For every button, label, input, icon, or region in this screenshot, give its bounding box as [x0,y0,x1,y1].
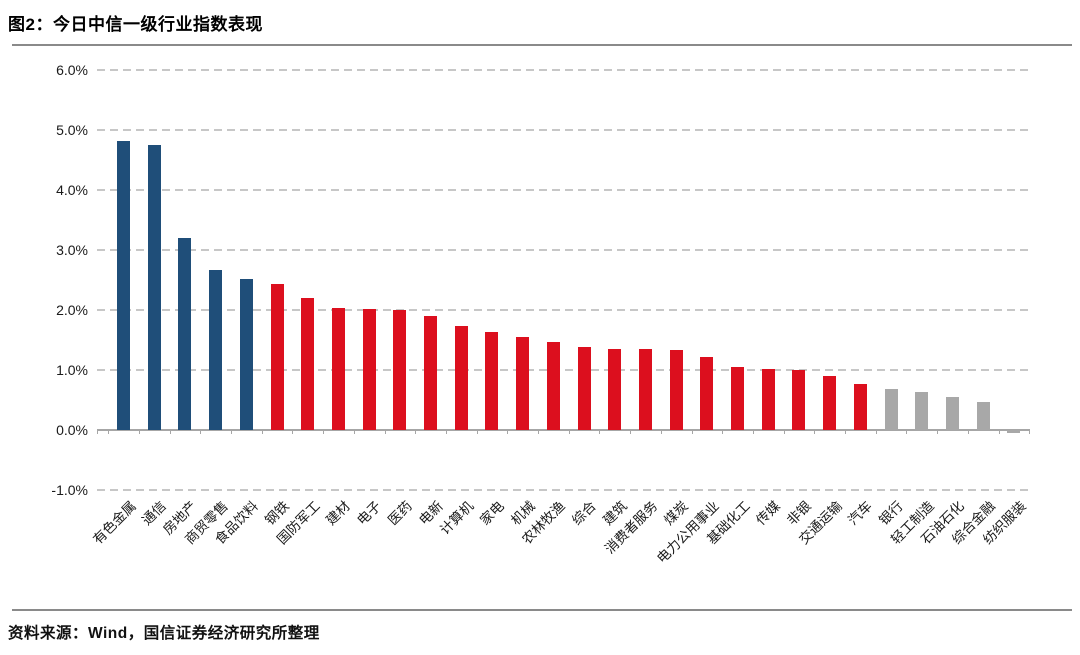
axis-tick [845,430,846,434]
gridline [97,69,1030,71]
axis-tick [752,430,754,434]
y-axis-tick-label: 2.0% [56,302,88,318]
bar-综合金融 [976,402,990,430]
source-text: 资料来源：Wind，国信证券经济研究所整理 [8,625,320,642]
bar-消费者服务 [638,349,652,430]
title-divider [12,44,1072,46]
bar-电子 [362,309,376,430]
y-axis-tick-label: 1.0% [56,362,88,378]
bar-通信 [147,145,161,430]
source-divider [12,609,1072,611]
axis-tick [415,430,417,434]
axis-tick [998,430,1000,434]
gridline [97,489,1030,491]
axis-tick [507,430,509,434]
bar-银行 [884,388,898,430]
bar-交通运输 [823,376,837,430]
bar-煤炭 [669,350,683,430]
y-axis-tick-label: 3.0% [56,242,88,258]
bar-食品饮料 [239,279,253,430]
axis-tick [353,430,355,434]
plot-area: 有色金属 通信 房地产 商贸零售 食品饮料 钢铁 国防军工 建材 电子 医药 电新 计算机 家电 机械 农林… [90,69,1031,566]
y-axis-tick-label: 6.0% [56,62,88,78]
bar-汽车 [853,384,867,430]
category-label: 综合 [569,498,599,528]
axis-tick [261,430,263,434]
axis-tick [138,430,140,434]
category-label: 建材 [323,498,354,528]
category-label: 电子 [354,498,385,528]
axis-tick [967,430,969,434]
bar-传媒 [761,368,775,430]
axis-tick [538,430,539,434]
bar-医药 [393,310,407,430]
axis-tick [783,430,785,434]
category-label: 有色金属 [89,498,139,548]
axis-tick [97,430,98,434]
y-axis-tick-label: 0.0% [56,422,88,438]
bar-建筑 [608,349,622,430]
bar-机械 [516,337,530,430]
axis-tick [476,430,478,434]
axis-tick [906,430,908,434]
axis-tick [200,430,202,434]
bar-石油石化 [945,397,959,430]
category-label: 计算机 [436,498,477,538]
gridline [97,129,1030,131]
axis-tick [630,430,632,434]
y-axis-tick-label: 5.0% [56,122,88,138]
axis-tick [568,430,570,434]
bar-电力公用事业 [700,357,714,430]
bar-基础化工 [731,367,745,430]
bar-家电 [485,332,499,430]
x-axis-line [97,429,1030,431]
axis-tick [323,430,325,434]
axis-tick [691,430,693,434]
gridline [97,369,1030,371]
y-axis-tick-label: -1.0% [51,482,88,498]
gridline [97,189,1030,191]
axis-tick [292,430,294,434]
bar-计算机 [454,326,468,430]
bar-综合 [577,347,591,430]
axis-tick [108,430,110,434]
category-label: 传媒 [753,498,784,528]
axis-tick [1029,430,1031,434]
category-label: 医药 [385,498,415,528]
bar-纺织服装 [1007,430,1021,433]
bar-国防军工 [301,298,315,430]
axis-tick [599,430,601,434]
bar-房地产 [178,238,192,430]
bar-建材 [331,308,345,430]
figure-title: 图2：今日中信一级行业指数表现 [8,15,263,34]
bar-钢铁 [270,284,284,430]
bar-农林牧渔 [546,341,560,430]
axis-tick [169,430,171,434]
axis-tick [660,430,662,434]
bar-有色金属 [117,140,131,430]
y-axis-tick-label: 4.0% [56,182,88,198]
category-label: 家电 [477,498,507,528]
gridline [97,309,1030,311]
gridline [97,249,1030,251]
bar-电新 [424,316,438,430]
axis-tick [722,430,724,434]
category-label: 汽车 [845,498,876,528]
axis-tick [231,430,232,434]
axis-tick [814,430,816,434]
axis-tick [384,430,386,434]
bar-轻工制造 [915,392,929,430]
bar-商贸零售 [209,269,223,430]
axis-tick [875,430,877,434]
bar-非银 [792,370,806,430]
axis-tick [937,430,939,434]
axis-tick [445,430,447,434]
